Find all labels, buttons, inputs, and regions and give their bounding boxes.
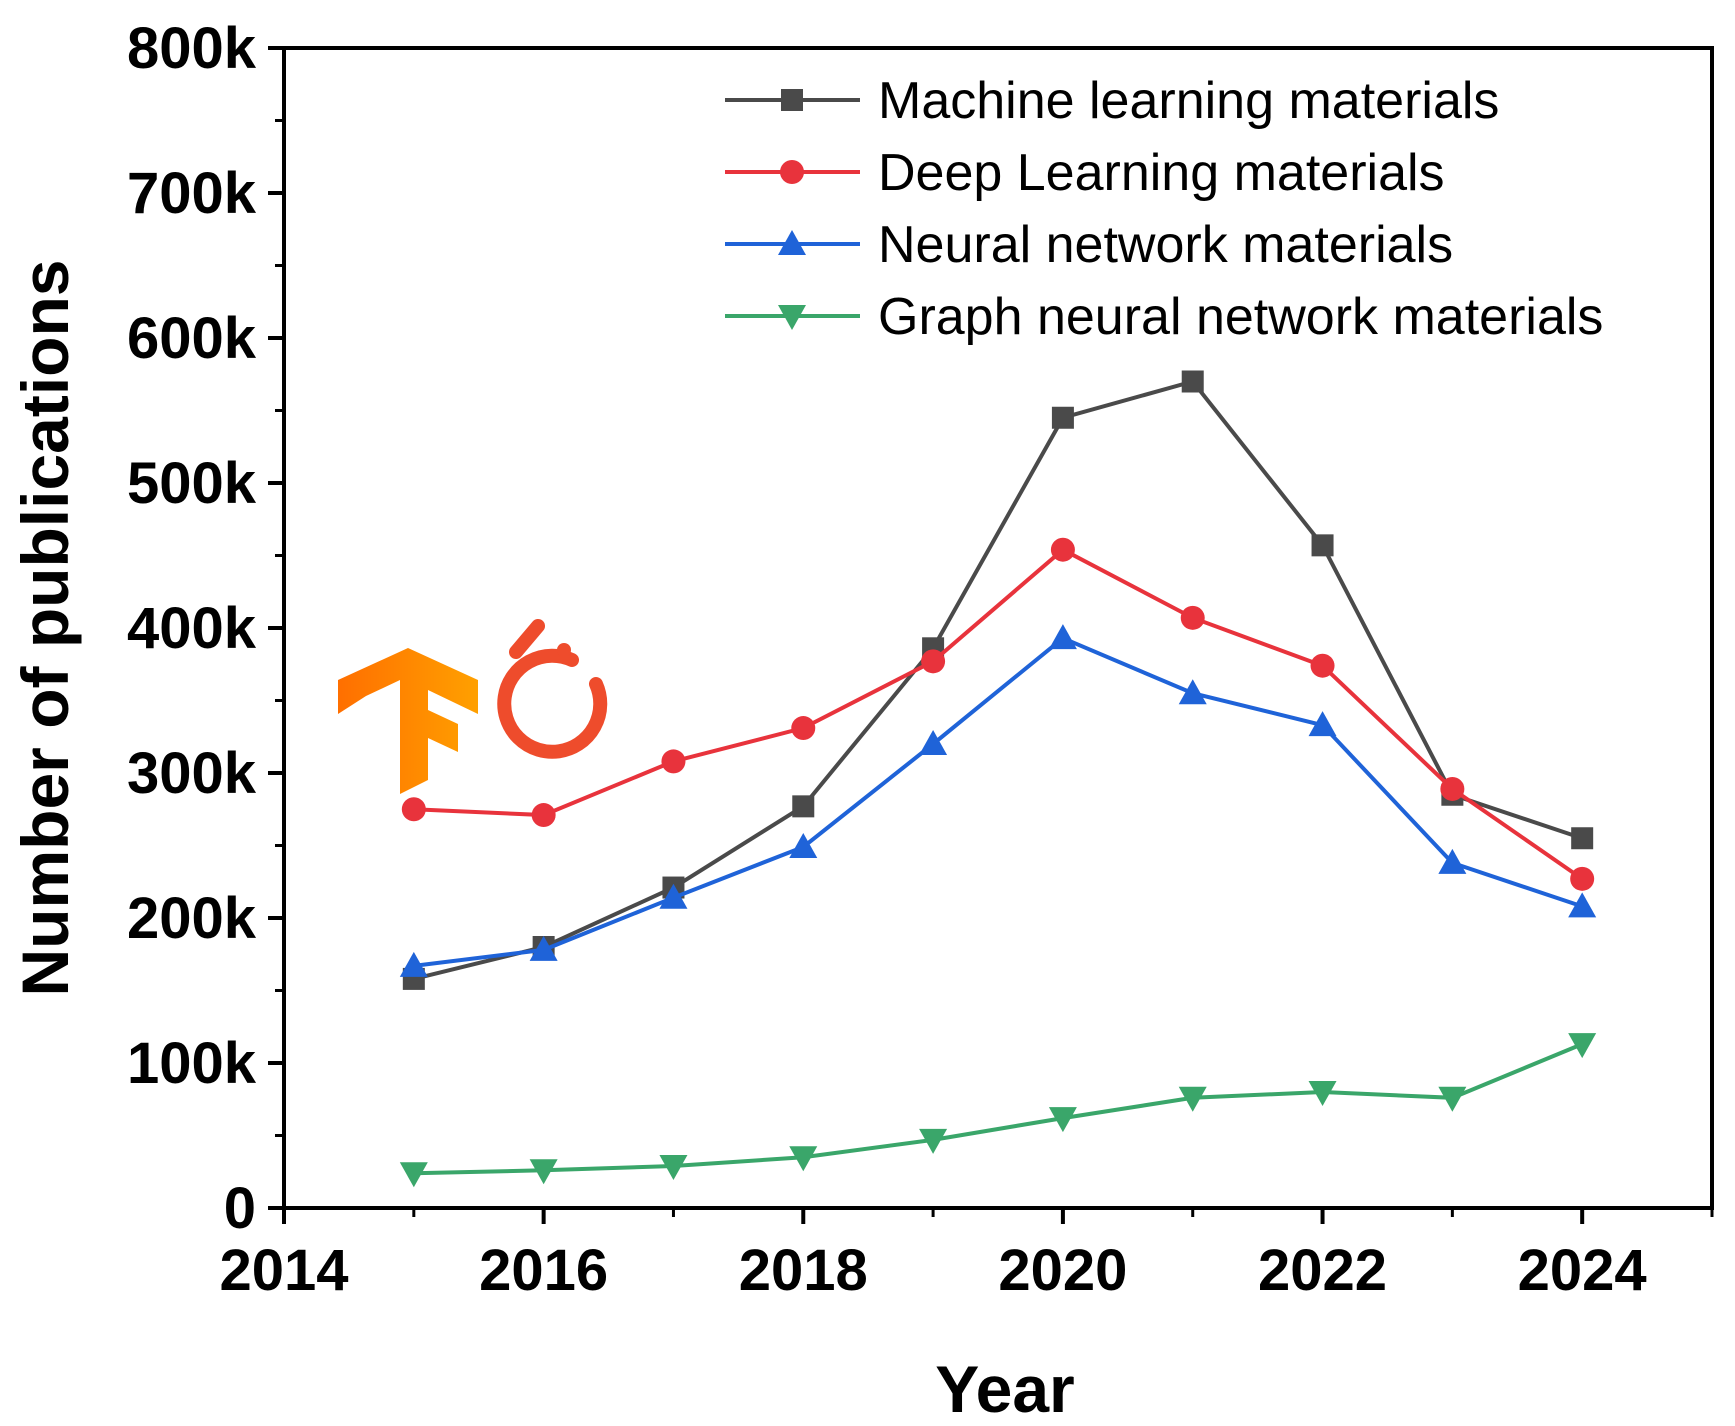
data-point	[1570, 866, 1595, 891]
data-point	[1050, 537, 1075, 562]
data-point	[401, 797, 426, 822]
data-point	[921, 649, 946, 674]
y-tick-label: 400k	[127, 596, 257, 661]
x-tick-label: 2020	[998, 1238, 1127, 1303]
data-point	[1051, 406, 1074, 429]
data-point	[1568, 1033, 1597, 1059]
data-point	[531, 803, 556, 828]
legend-marker	[778, 230, 806, 255]
legend-label: Machine learning materials	[878, 72, 1499, 130]
data-point	[789, 1146, 818, 1172]
axes: 0 100k 200k 300k 400k 500k 600k 700k 800k 2014 201…	[127, 16, 1714, 1303]
data-point	[791, 716, 816, 741]
data-point	[789, 832, 818, 858]
data-point	[1310, 653, 1335, 678]
data-point	[399, 1162, 428, 1188]
y-tick-label: 100k	[127, 1031, 257, 1096]
data-point	[919, 1128, 948, 1154]
legend-marker	[778, 305, 806, 330]
data-point	[529, 935, 558, 961]
data-point	[1311, 534, 1334, 557]
legend-label: Neural network materials	[878, 216, 1453, 274]
y-tick-label: 300k	[127, 741, 257, 806]
series-2	[401, 537, 1595, 891]
x-tick-label: 2014	[219, 1238, 348, 1303]
pytorch-logo-icon	[497, 619, 608, 759]
legend-marker	[780, 160, 804, 184]
data-point	[659, 1154, 688, 1180]
series-4	[399, 1033, 1597, 1188]
series-line	[413, 547, 1584, 881]
data-point	[1568, 892, 1597, 918]
x-tick-label: 2022	[1258, 1238, 1387, 1303]
data-point	[1438, 848, 1467, 874]
data-point	[1180, 605, 1205, 630]
series-line	[413, 379, 1583, 981]
legend-label: Graph neural network materials	[878, 288, 1603, 346]
data-point	[1178, 679, 1207, 705]
data-point	[1181, 370, 1204, 393]
x-tick-label: 2018	[739, 1238, 868, 1303]
data-point	[792, 795, 815, 818]
y-tick-label: 200k	[127, 886, 257, 951]
legend-label: Deep Learning materials	[878, 144, 1445, 202]
series-line	[413, 1042, 1583, 1176]
x-tick-label: 2016	[479, 1238, 608, 1303]
y-tick-label: 700k	[127, 161, 257, 226]
series-3	[399, 624, 1597, 977]
data-point	[1308, 1081, 1337, 1106]
x-tick-label: 2024	[1518, 1238, 1647, 1303]
series-1	[402, 370, 1594, 990]
data-point	[1048, 1107, 1077, 1133]
legend-marker	[781, 89, 803, 111]
data-point	[919, 730, 948, 755]
series-line	[413, 635, 1583, 968]
data-point	[659, 883, 688, 909]
y-axis-title: Number of publications	[8, 259, 82, 996]
legend: Machine learning materials Deep Learning …	[725, 72, 1603, 346]
data-point	[1440, 776, 1465, 801]
data-point	[1308, 711, 1337, 737]
data-point	[399, 951, 428, 977]
plot-area	[399, 370, 1597, 1188]
data-point	[1178, 1086, 1207, 1112]
data-point	[1571, 827, 1594, 850]
y-tick-label: 800k	[127, 16, 257, 81]
data-point	[1048, 624, 1077, 650]
y-tick-label: 500k	[127, 451, 257, 516]
tensorflow-logo-icon	[338, 648, 478, 794]
data-point	[661, 749, 686, 774]
x-axis-title: Year	[935, 1352, 1074, 1426]
y-tick-label: 0	[224, 1176, 256, 1241]
y-tick-label: 600k	[127, 306, 257, 371]
data-point	[1438, 1086, 1467, 1112]
data-point	[529, 1159, 558, 1185]
